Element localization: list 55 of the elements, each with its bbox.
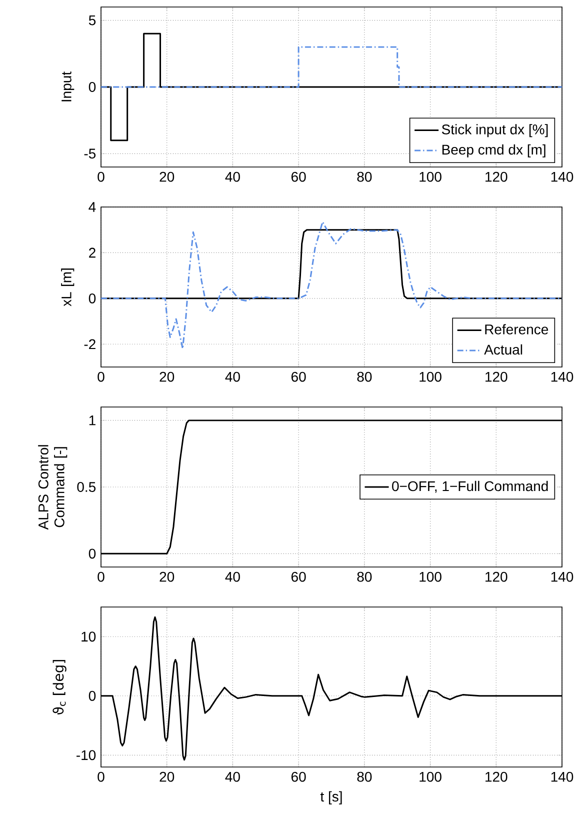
y-tick-label: -5 — [84, 148, 96, 159]
legend-label: Actual — [484, 344, 522, 355]
y-tick-label: 0 — [88, 690, 96, 701]
x-tick-label: 120 — [486, 772, 508, 782]
x-tick-label: 100 — [420, 572, 442, 582]
x-axis-title: t [s] — [320, 791, 342, 804]
x-tick-label: 80 — [357, 572, 372, 582]
x-tick-label: 40 — [225, 172, 240, 182]
x-tick-label: 80 — [357, 172, 372, 182]
x-tick-label: 120 — [486, 572, 508, 582]
y-tick-label: 0 — [88, 548, 96, 559]
y-tick-label: 4 — [88, 202, 96, 212]
x-tick-label: 60 — [291, 172, 306, 182]
x-tick-label: 0 — [98, 372, 104, 382]
x-tick-label: 120 — [486, 372, 508, 382]
x-tick-label: 40 — [225, 772, 240, 782]
x-tick-label: 120 — [486, 172, 508, 182]
x-tick-label: 0 — [98, 572, 104, 582]
x-tick-label: 100 — [420, 772, 442, 782]
x-tick-label: 0 — [98, 172, 104, 182]
x-tick-label: 20 — [160, 372, 174, 382]
y-axis-title: ϑ$_{c}$ [deg] — [52, 660, 66, 714]
y-tick-label: 2 — [89, 248, 96, 258]
x-tick-label: 20 — [160, 772, 174, 782]
y-axis-title: ALPS Control Command [-] — [38, 445, 68, 530]
x-tick-label: 100 — [420, 372, 442, 382]
x-tick-label: 60 — [291, 372, 306, 382]
x-tick-label: 0 — [98, 772, 104, 782]
x-tick-label: 60 — [291, 772, 306, 782]
x-tick-label: 140 — [551, 772, 574, 782]
legend-label: 0−OFF, 1−Full Command — [392, 480, 548, 493]
y-tick-label: 0.5 — [77, 482, 96, 492]
y-axis-title: Input — [62, 72, 74, 102]
x-tick-label: 60 — [291, 572, 306, 582]
x-tick-label: 20 — [160, 172, 174, 182]
y-tick-label: 0 — [88, 293, 96, 304]
y-tick-label: 0 — [88, 82, 96, 92]
x-tick-label: 100 — [420, 172, 442, 182]
legend-label: Reference — [485, 324, 548, 334]
x-tick-label: 40 — [225, 572, 240, 582]
y-axis-title: xL [m] — [61, 268, 74, 306]
x-tick-label: 80 — [357, 372, 372, 382]
y-tick-label: 1 — [89, 416, 96, 426]
x-tick-label: 140 — [551, 372, 574, 382]
legend-label: Beep cmd dx [m] — [442, 144, 546, 158]
x-tick-label: 20 — [160, 572, 174, 582]
x-tick-label: 140 — [551, 172, 574, 182]
x-tick-label: 140 — [551, 572, 574, 582]
x-tick-label: 80 — [357, 772, 372, 782]
y-tick-label: -10 — [76, 750, 96, 760]
y-tick-label: -2 — [84, 339, 96, 350]
y-tick-label: 5 — [88, 15, 96, 26]
x-tick-label: 40 — [225, 372, 240, 382]
legend-label: Stick input dx [%] — [442, 124, 548, 138]
y-tick-label: 10 — [82, 632, 96, 642]
